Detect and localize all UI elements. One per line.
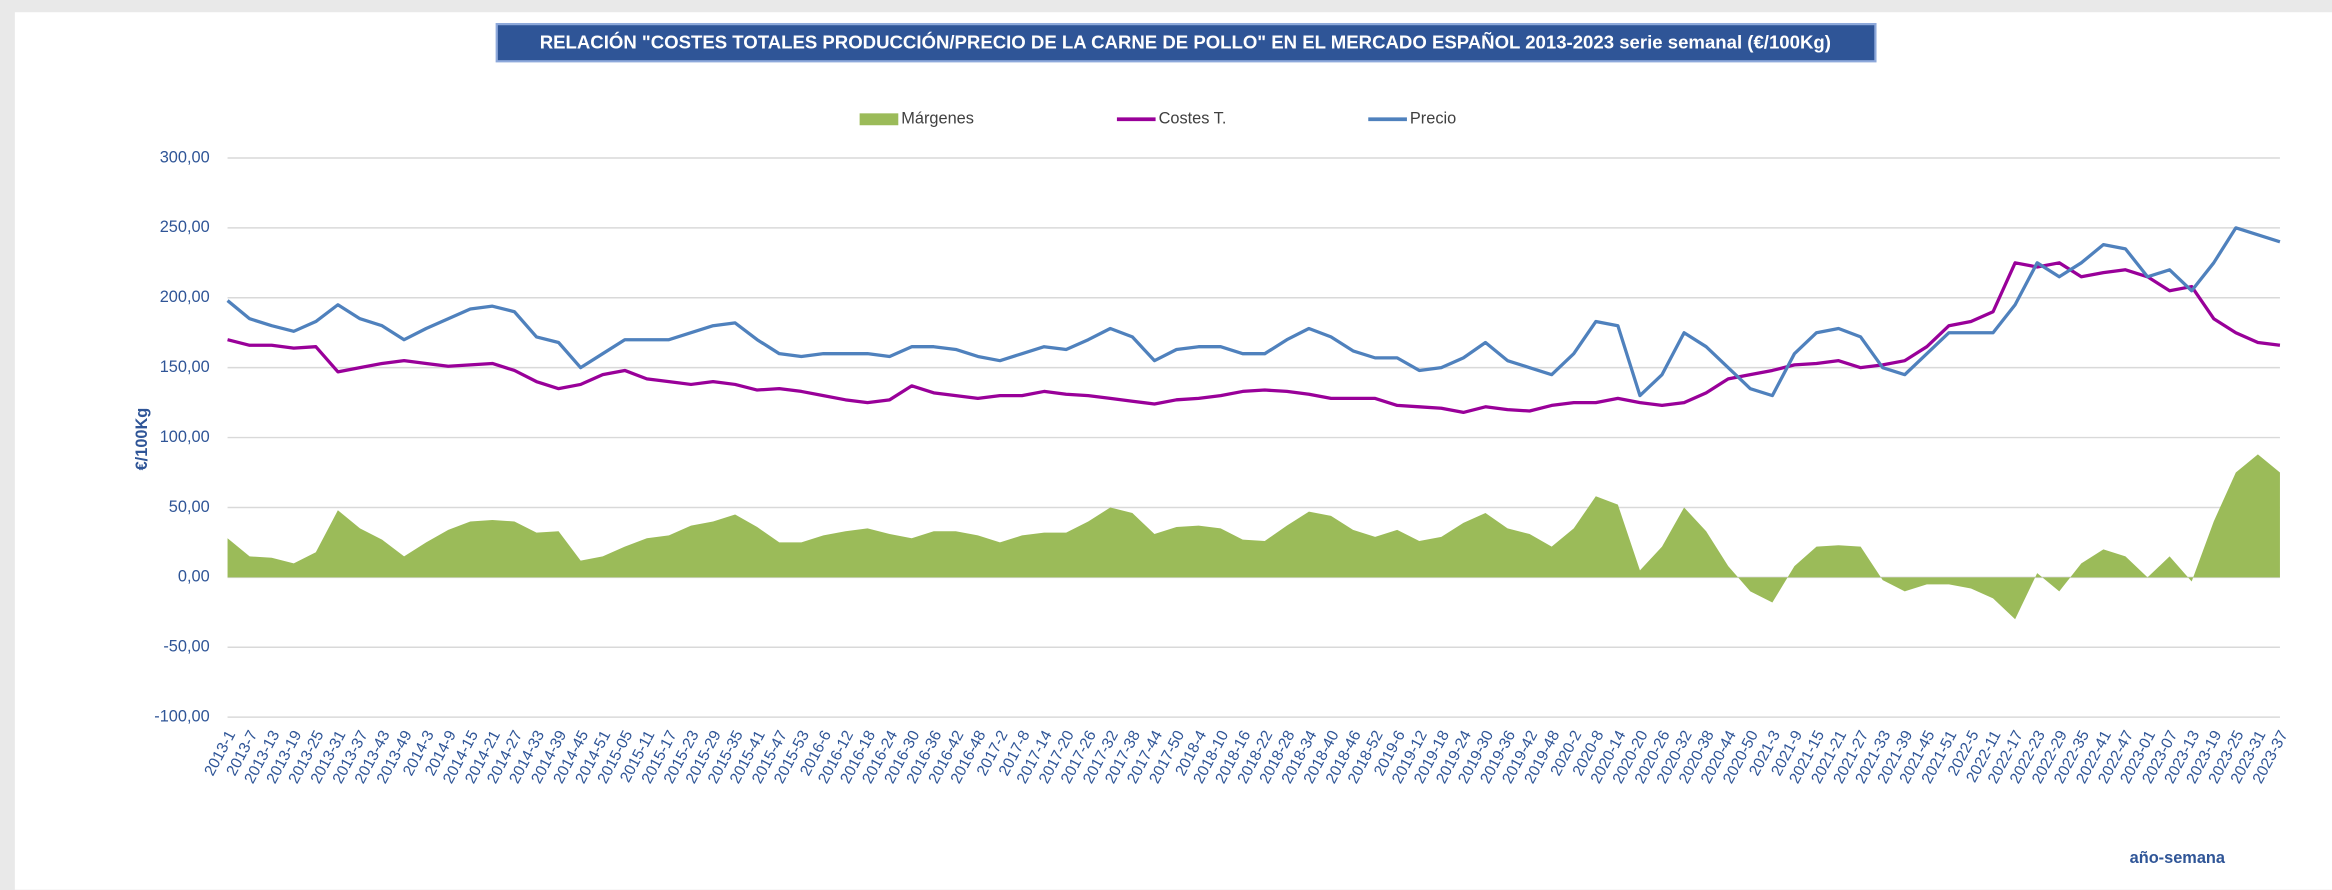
legend: Márgenes Costes T. Precio — [859, 110, 1456, 128]
area — [227, 454, 2280, 620]
chart-title: RELACIÓN "COSTES TOTALES PRODUCCIÓN/PREC… — [540, 31, 1831, 52]
y-tick-label: 50,00 — [169, 498, 210, 516]
y-tick-label: 250,00 — [160, 218, 210, 236]
y-tick-label: 150,00 — [160, 358, 210, 376]
x-axis-title: año-semana — [2130, 849, 2226, 867]
y-tick-label: 100,00 — [160, 428, 210, 446]
y-tick-label: -50,00 — [163, 638, 209, 656]
plot — [226, 226, 2281, 620]
y-tick-label: 300,00 — [160, 148, 210, 166]
legend-label: Costes T. — [1159, 110, 1227, 128]
y-tick-label: 0,00 — [178, 568, 210, 586]
line — [227, 261, 2281, 415]
legend-label: Precio — [1410, 110, 1456, 128]
y-tick-label: 200,00 — [160, 288, 210, 306]
y-axis-title: €/100Kg — [133, 408, 151, 471]
y-tick-label: -100,00 — [154, 707, 209, 725]
legend-swatch — [859, 113, 899, 126]
title-box — [495, 22, 1877, 63]
legend-label: Márgenes — [901, 110, 974, 128]
line — [226, 226, 2281, 398]
